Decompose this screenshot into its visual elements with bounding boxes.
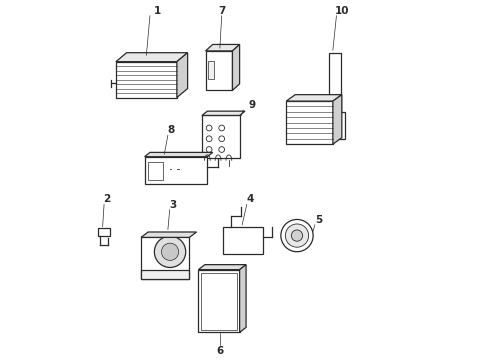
Text: 10: 10 [335,6,349,16]
Polygon shape [141,232,196,237]
Bar [202,116,240,158]
Text: 8: 8 [168,125,175,135]
Polygon shape [286,101,333,144]
Bar [326,126,332,134]
Polygon shape [116,53,188,62]
Circle shape [154,236,186,267]
Polygon shape [333,95,342,144]
Polygon shape [240,265,246,332]
Circle shape [206,147,212,152]
Polygon shape [116,62,177,98]
Text: 3: 3 [170,200,177,210]
Bar [141,237,190,279]
Polygon shape [286,95,342,101]
Bar [141,270,190,279]
Circle shape [219,125,224,131]
Text: 2: 2 [103,194,111,204]
Bar [98,228,110,235]
Bar [329,53,341,132]
Circle shape [161,243,179,260]
Text: 9: 9 [248,100,256,110]
Text: 5: 5 [315,215,322,225]
Text: 7: 7 [218,6,225,16]
Bar [322,112,345,139]
Polygon shape [177,53,188,98]
Text: 6: 6 [216,346,223,356]
Circle shape [285,224,309,247]
Circle shape [292,230,303,241]
Circle shape [281,220,313,252]
Polygon shape [205,44,240,51]
Text: 1: 1 [153,6,161,16]
Circle shape [206,125,212,131]
Polygon shape [145,152,213,157]
Circle shape [219,136,224,141]
Polygon shape [198,265,246,270]
Bar [148,162,163,180]
Bar [326,117,332,125]
Circle shape [206,136,212,141]
Bar [208,60,214,78]
Bar [201,273,237,329]
Bar [205,51,232,90]
Polygon shape [202,111,245,116]
Polygon shape [232,44,240,90]
Bar [223,226,263,253]
Circle shape [219,147,224,152]
Bar [145,157,207,184]
Text: 4: 4 [246,194,254,204]
Bar [198,270,240,332]
